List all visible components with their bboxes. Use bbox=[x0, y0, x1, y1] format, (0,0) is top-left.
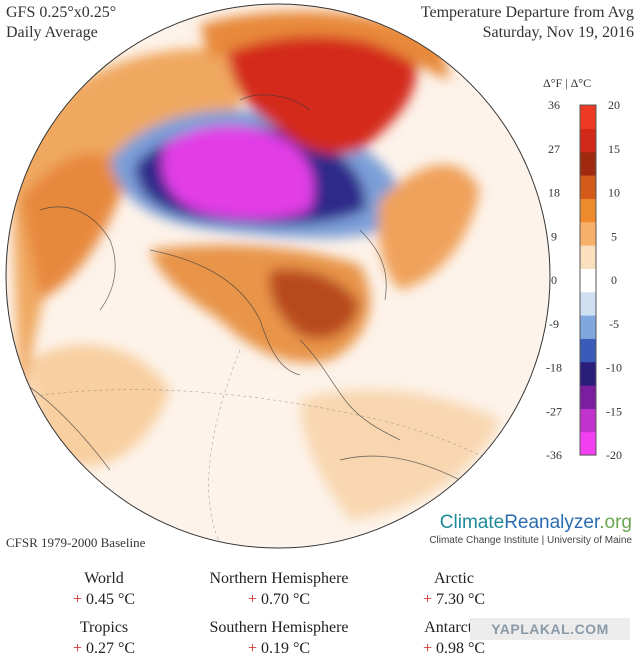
colorbar-tick-f: 18 bbox=[548, 186, 560, 200]
globe-outline bbox=[5, 3, 551, 549]
colorbar-swatch bbox=[580, 385, 596, 409]
brand-name-part3: .org bbox=[599, 512, 632, 533]
stat-region: Arctic bbox=[434, 570, 474, 587]
colorbar-swatch bbox=[580, 151, 596, 176]
stat-northern-hemisphere: Northern Hemisphere +0.70 °C bbox=[179, 568, 379, 610]
stat-value: 7.30 °C bbox=[435, 591, 486, 608]
header-right: Temperature Departure from Avg Saturday,… bbox=[421, 3, 634, 43]
colorbar-tick-c: 10 bbox=[608, 186, 620, 200]
colorbar-swatch bbox=[580, 245, 596, 269]
globe-svg bbox=[5, 3, 551, 549]
brand-subtitle: Climate Change Institute | University of… bbox=[429, 535, 632, 546]
colorbar-tick-c: 0 bbox=[611, 273, 617, 287]
stat-world: World +0.45 °C bbox=[4, 568, 204, 610]
stat-value: 0.45 °C bbox=[85, 591, 136, 608]
brand-name-part2: Reanalyzer bbox=[504, 512, 600, 533]
colorbar-tick-f: -18 bbox=[546, 361, 562, 375]
extreme-cold-anomaly bbox=[161, 125, 314, 220]
china-warm-core bbox=[269, 269, 360, 339]
colorbar-tick-f: -9 bbox=[549, 317, 559, 331]
stat-tropics: Tropics +0.27 °C bbox=[4, 617, 204, 659]
stat-sign: + bbox=[247, 640, 257, 657]
averaging-label: Daily Average bbox=[6, 24, 98, 41]
colorbar-swatch bbox=[580, 105, 596, 129]
colorbar-swatch bbox=[580, 338, 596, 363]
watermark: YAPLAKAL.COM bbox=[470, 618, 630, 640]
stat-arctic: Arctic +7.30 °C bbox=[354, 568, 554, 610]
colorbar-tick-f: 0 bbox=[551, 273, 557, 287]
arctic-warm-fringe bbox=[200, 11, 450, 80]
map-title: Temperature Departure from Avg bbox=[420, 4, 634, 21]
stat-sign: + bbox=[422, 640, 432, 657]
colorbar-swatch bbox=[580, 431, 596, 456]
colorbar-tick-c: -20 bbox=[606, 448, 622, 462]
map-date: Saturday, Nov 19, 2016 bbox=[482, 24, 634, 41]
stat-sign: + bbox=[72, 640, 82, 657]
colorbar-swatch bbox=[580, 128, 596, 153]
colorbar-units: Δ°F | Δ°C bbox=[543, 76, 592, 90]
brand-name-part1: Climate bbox=[439, 512, 505, 533]
colorbar-swatch bbox=[580, 221, 596, 246]
colorbar-tick-c: 20 bbox=[608, 98, 620, 112]
colorbar-tick-c: 15 bbox=[608, 142, 620, 156]
model-label: GFS 0.25°x0.25° bbox=[6, 4, 117, 21]
colorbar-swatch bbox=[580, 268, 596, 293]
stat-region: Tropics bbox=[79, 619, 129, 636]
stat-region: Northern Hemisphere bbox=[209, 570, 349, 587]
colorbar-tick-f: 9 bbox=[551, 229, 557, 243]
arctic-warm-anomaly bbox=[225, 21, 417, 154]
globe-map bbox=[5, 3, 551, 549]
warm-anomaly-west bbox=[10, 48, 240, 421]
stat-region: Antarctic bbox=[424, 619, 484, 636]
colorbar-tick-f: -27 bbox=[546, 404, 562, 418]
colorbar-frame bbox=[579, 104, 597, 456]
indian-ocean-warm-patch bbox=[300, 389, 500, 520]
brand-name[interactable]: ClimateReanalyzer.org bbox=[429, 512, 632, 534]
stat-sign: + bbox=[422, 591, 432, 608]
colorbar: 36 20 27 15 18 10 9 5 0 0 -9 -5 -18 -10 -27 -15 -36 -20 bbox=[532, 95, 632, 465]
colorbar-swatch bbox=[580, 408, 596, 433]
colorbar-tick-c: 5 bbox=[611, 229, 617, 243]
stat-sign: + bbox=[247, 591, 257, 608]
colorbar-tick-f: 27 bbox=[548, 142, 560, 156]
africa-warm-patch bbox=[30, 344, 170, 467]
stat-value: 0.98 °C bbox=[435, 640, 486, 657]
colorbar-tick-c: -10 bbox=[606, 361, 622, 375]
warm-anomaly-europe bbox=[20, 153, 130, 300]
colorbar-tick-f: 36 bbox=[548, 98, 560, 112]
colorbar-swatch bbox=[580, 291, 596, 316]
stat-value: 0.70 °C bbox=[260, 591, 311, 608]
baseline-label: CFSR 1979-2000 Baseline bbox=[6, 535, 146, 550]
stat-region: Southern Hemisphere bbox=[209, 619, 349, 636]
stat-antarctic: Antarctic +0.98 °C bbox=[354, 617, 554, 659]
colorbar-swatch bbox=[580, 315, 596, 339]
stat-region: World bbox=[84, 570, 124, 587]
header-left: GFS 0.25°x0.25° Daily Average bbox=[6, 3, 116, 43]
stat-sign: + bbox=[72, 591, 82, 608]
colorbar-tick-c: -5 bbox=[609, 317, 619, 331]
colorbar-tick-c: -15 bbox=[606, 404, 622, 418]
colorbar-swatch bbox=[580, 198, 596, 223]
pacific-warm-anomaly bbox=[378, 164, 480, 290]
brand-block: ClimateReanalyzer.org Climate Change Ins… bbox=[429, 512, 632, 546]
colorbar-tick-f: -36 bbox=[546, 448, 562, 462]
stat-value: 0.19 °C bbox=[260, 640, 311, 657]
colorbar-swatch bbox=[580, 361, 596, 386]
stat-value: 0.27 °C bbox=[85, 640, 136, 657]
colorbar-svg: 36 20 27 15 18 10 9 5 0 0 -9 -5 -18 -10 -27 -15 -36 -20 bbox=[546, 98, 622, 462]
stat-southern-hemisphere: Southern Hemisphere +0.19 °C bbox=[179, 617, 379, 659]
colorbar-swatch bbox=[580, 175, 596, 199]
